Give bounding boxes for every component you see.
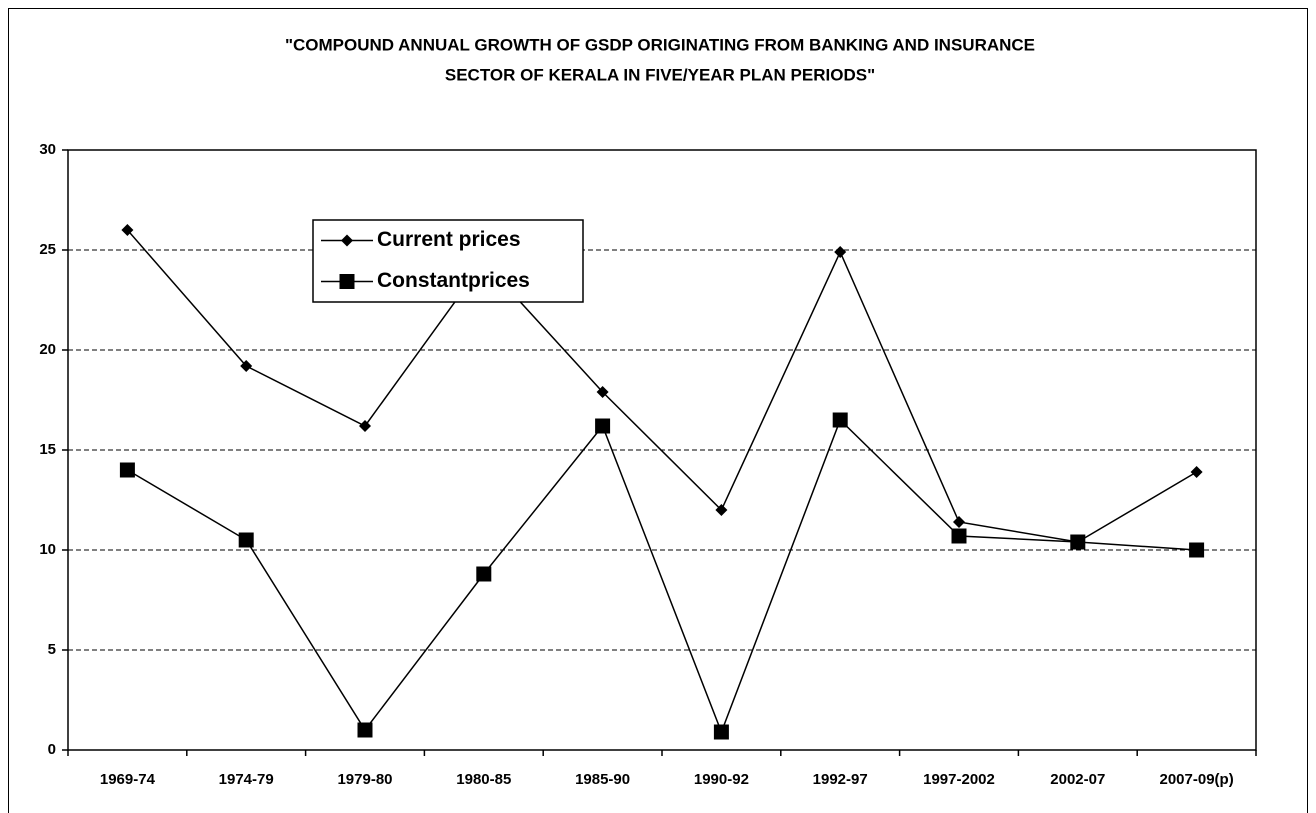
point: [359, 420, 371, 432]
y-tick-label: 25: [39, 241, 56, 258]
point: [119, 462, 135, 478]
point: [240, 360, 253, 372]
point: [951, 528, 967, 544]
legend: [312, 219, 584, 303]
point: [713, 724, 729, 740]
legend-label: Current prices: [377, 228, 521, 251]
point: [834, 246, 847, 258]
legend-label: Constantprices: [377, 269, 530, 292]
point: [1189, 542, 1205, 558]
y-tick-label: 15: [39, 441, 56, 458]
y-tick-label: 30: [39, 141, 56, 158]
x-tick-label: 1969-74: [100, 771, 156, 788]
x-tick-label: 2002-07: [1050, 771, 1105, 788]
point: [476, 566, 492, 582]
x-tick-label: 1980-85: [456, 771, 511, 788]
x-tick-label: 1992-97: [813, 771, 868, 788]
point: [595, 418, 611, 434]
point: [953, 516, 965, 528]
point: [832, 412, 848, 428]
legend-marker: [341, 234, 353, 247]
series-line: [127, 418, 1197, 735]
point: [596, 386, 609, 398]
point: [1190, 466, 1203, 478]
point: [121, 224, 134, 236]
chart-title: "COMPOUND ANNUAL GROWTH OF GSDP ORIGINAT…: [285, 35, 1035, 54]
x-tick-label: 1979-80: [337, 771, 392, 788]
series-line: [126, 229, 1197, 543]
point: [357, 722, 373, 738]
x-tick-label: 1997-2002: [923, 771, 995, 788]
y-tick-label: 5: [48, 641, 56, 658]
point: [238, 532, 254, 548]
x-tick-label: 1974-79: [219, 771, 274, 788]
y-tick-label: 10: [39, 541, 56, 558]
legend-marker: [339, 274, 355, 289]
point: [1070, 534, 1086, 550]
point: [715, 504, 728, 516]
x-tick-label: 1990-92: [694, 771, 749, 788]
x-tick-label: 1985-90: [575, 771, 630, 788]
x-tick-label: 2007-09(p): [1159, 771, 1233, 788]
y-tick-label: 20: [39, 341, 56, 358]
chart-title: SECTOR OF KERALA IN FIVE/YEAR PLAN PERIO…: [445, 65, 875, 84]
y-tick-label: 0: [48, 741, 56, 758]
